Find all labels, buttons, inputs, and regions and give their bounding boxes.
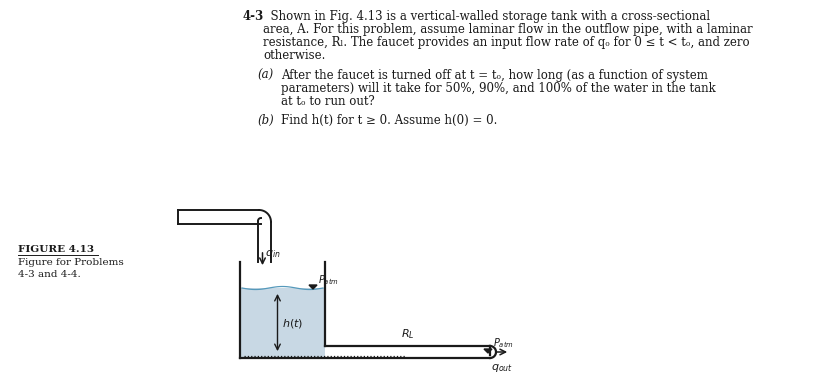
Text: resistance, Rₗ. The faucet provides an input flow rate of qₒ for 0 ≤ t < tₒ, and: resistance, Rₗ. The faucet provides an i… <box>263 36 748 49</box>
Text: $R_L$: $R_L$ <box>400 327 414 341</box>
Text: After the faucet is turned off at t = tₒ, how long (as a function of system: After the faucet is turned off at t = tₒ… <box>280 69 707 82</box>
Text: $q_{in}$: $q_{in}$ <box>265 248 281 260</box>
Text: $q_{out}$: $q_{out}$ <box>490 362 513 374</box>
Text: area, A. For this problem, assume laminar flow in the outflow pipe, with a lamin: area, A. For this problem, assume lamina… <box>263 23 752 36</box>
Text: FIGURE 4.13: FIGURE 4.13 <box>18 245 94 254</box>
Text: Figure for Problems: Figure for Problems <box>18 258 123 267</box>
Text: (b): (b) <box>256 114 274 127</box>
Text: (a): (a) <box>256 69 273 82</box>
Text: Find h(t) for t ≥ 0. Assume h(0) = 0.: Find h(t) for t ≥ 0. Assume h(0) = 0. <box>280 114 497 127</box>
Polygon shape <box>240 288 325 358</box>
Text: Shown in Fig. 4.13 is a vertical-walled storage tank with a cross-sectional: Shown in Fig. 4.13 is a vertical-walled … <box>263 10 710 23</box>
Polygon shape <box>484 349 491 353</box>
Text: 4-3 and 4-4.: 4-3 and 4-4. <box>18 270 81 279</box>
Text: at tₒ to run out?: at tₒ to run out? <box>280 95 375 108</box>
Polygon shape <box>308 285 317 289</box>
Text: $h(t)$: $h(t)$ <box>282 317 304 329</box>
Text: $P_{atm}$: $P_{atm}$ <box>492 336 514 350</box>
Text: $P_{atm}$: $P_{atm}$ <box>318 273 338 287</box>
Text: otherwise.: otherwise. <box>263 49 325 62</box>
Text: parameters) will it take for 50%, 90%, and 100% of the water in the tank: parameters) will it take for 50%, 90%, a… <box>280 82 715 95</box>
Text: 4-3: 4-3 <box>242 10 264 23</box>
